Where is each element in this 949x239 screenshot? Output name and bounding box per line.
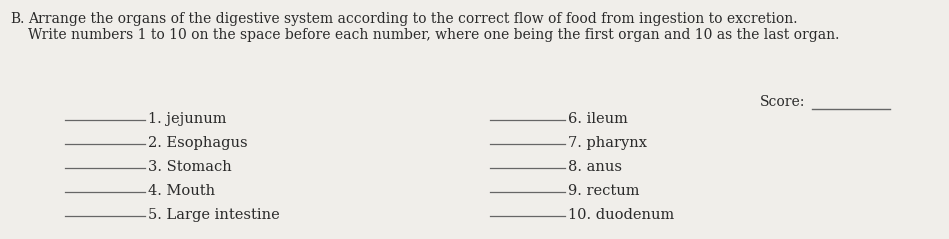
Text: 9. rectum: 9. rectum: [568, 184, 640, 198]
Text: Write numbers 1 to 10 on the space before each number, where one being the first: Write numbers 1 to 10 on the space befor…: [28, 28, 839, 42]
Text: 10. duodenum: 10. duodenum: [568, 208, 674, 222]
Text: Arrange the organs of the digestive system according to the correct flow of food: Arrange the organs of the digestive syst…: [28, 12, 797, 26]
Text: 8. anus: 8. anus: [568, 160, 622, 174]
Text: 5. Large intestine: 5. Large intestine: [148, 208, 280, 222]
Text: 3. Stomach: 3. Stomach: [148, 160, 232, 174]
Text: Score:: Score:: [760, 95, 806, 109]
Text: 7. pharynx: 7. pharynx: [568, 136, 647, 150]
Text: 2. Esophagus: 2. Esophagus: [148, 136, 248, 150]
Text: 6. ileum: 6. ileum: [568, 112, 628, 126]
Text: 4. Mouth: 4. Mouth: [148, 184, 215, 198]
Text: B.: B.: [10, 12, 25, 26]
Text: 1. jejunum: 1. jejunum: [148, 112, 227, 126]
